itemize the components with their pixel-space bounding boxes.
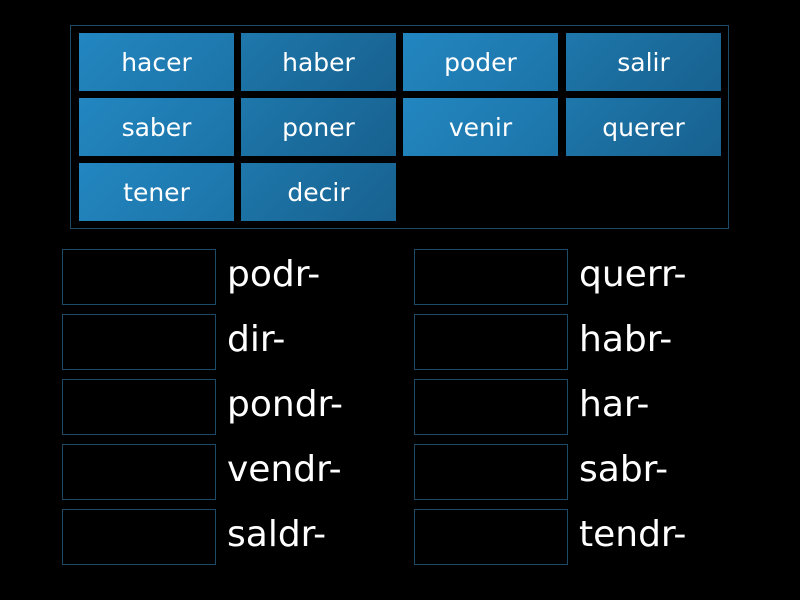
stem-label: vendr- [227,449,342,490]
drop-zone[interactable] [62,379,216,435]
answer-tile-poder[interactable]: poder [403,33,558,91]
answer-tile-venir[interactable]: venir [403,98,558,156]
drop-zone[interactable] [62,444,216,500]
drop-zone[interactable] [414,249,568,305]
stem-label: habr- [579,319,673,360]
answer-tile-tener[interactable]: tener [79,163,234,221]
drop-zone[interactable] [62,249,216,305]
drop-zone[interactable] [414,314,568,370]
stem-label: podr- [227,254,321,295]
answer-tile-haber[interactable]: haber [241,33,396,91]
stem-label: har- [579,384,650,425]
answer-tile-salir[interactable]: salir [566,33,721,91]
answer-tile-hacer[interactable]: hacer [79,33,234,91]
answer-tile-querer[interactable]: querer [566,98,721,156]
stem-label: dir- [227,319,286,360]
stem-label: saldr- [227,514,327,555]
drop-zone[interactable] [414,509,568,565]
stem-label: sabr- [579,449,669,490]
answer-tile-decir[interactable]: decir [241,163,396,221]
answer-tile-poner[interactable]: poner [241,98,396,156]
drop-zone[interactable] [62,314,216,370]
stem-label: pondr- [227,384,344,425]
drop-zone[interactable] [414,444,568,500]
word-bank [70,25,729,229]
answer-tile-saber[interactable]: saber [79,98,234,156]
drop-zone[interactable] [414,379,568,435]
drop-zone[interactable] [62,509,216,565]
stem-label: tendr- [579,514,687,555]
stem-label: querr- [579,254,687,295]
